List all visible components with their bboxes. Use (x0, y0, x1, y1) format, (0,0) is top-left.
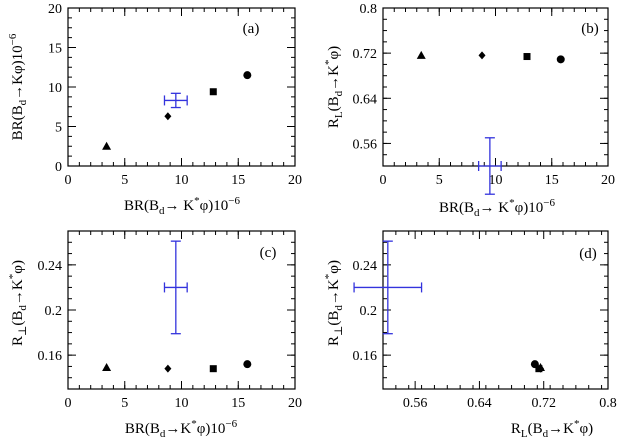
panel-c-ytick-label: 0.24 (38, 259, 63, 274)
panel-a-xtick-label: 0 (65, 173, 72, 188)
panel-d-xtick-label: 0.56 (403, 396, 428, 411)
panel-b-xtick-label: 5 (436, 173, 443, 188)
panel-a-xtick-label: 15 (231, 173, 245, 188)
panel-d-frame (382, 230, 609, 390)
panel-a-point-square (209, 88, 217, 96)
panel-a: (a) BR(Bd→ K*φ)10−6 BR(Bd→Kφ)10−6 0 5 10 15… (7, 2, 302, 217)
panel-b-tag: (b) (581, 21, 599, 37)
panel-c-point-triangle (102, 363, 112, 372)
panel-b-ytick-label: 0.72 (353, 47, 378, 62)
panel-b-point-circle (556, 55, 565, 64)
panel-a-frame (67, 7, 296, 167)
panel-b-ytick-label: 0.56 (353, 137, 378, 152)
panel-a-point-diamond (164, 112, 172, 121)
panel-a-point-circle (243, 71, 252, 80)
panel-c-xtick-label: 5 (121, 396, 128, 411)
panel-b-point-diamond (478, 51, 486, 60)
panel-a-ytick-label: 0 (55, 160, 62, 175)
panel-d-point-circle (530, 360, 539, 369)
panel-d-xtick-label: 0.8 (599, 396, 617, 411)
panel-a-ytick-label: 5 (55, 121, 62, 136)
panel-c-point-square (209, 365, 217, 373)
panel-a-measurement-errorbar (163, 92, 188, 109)
panel-c-xlabel: BR(Bd→K*φ)10−6 (125, 418, 238, 440)
panel-b-xtick-label: 20 (601, 173, 615, 188)
panel-b-ytick-label: 0.8 (360, 2, 378, 17)
panel-d-measurement-errorbar (353, 240, 423, 335)
panel-d-ytick-label: 0.2 (360, 304, 378, 319)
panel-a-ytick-label: 15 (48, 42, 62, 57)
panel-b-point-triangle (416, 50, 426, 59)
panel-d-ytick-label: 0.16 (353, 349, 378, 364)
panel-c-point-circle (243, 360, 252, 369)
panel-a-ylabel: BR(Bd→Kφ)10−6 (7, 33, 29, 140)
panel-d: (d) RL(Bd→K*φ) R⊥(Bd→K*φ) 0.56 0.64 0.72 0.… (323, 230, 617, 440)
panel-a-xtick-label: 5 (121, 173, 128, 188)
panel-d-point-square (535, 365, 543, 373)
panel-a-xtick-label: 20 (288, 173, 302, 188)
panel-d-xtick-label: 0.64 (467, 396, 492, 411)
panel-c: (c) BR(Bd→K*φ)10−6 R⊥(Bd→K*φ) 0 5 10 15 20 0.… (7, 230, 302, 440)
panel-c-xtick-label: 0 (65, 396, 72, 411)
panel-c-ylabel: R⊥(Bd→K*φ) (7, 260, 29, 346)
panel-b-xtick-label: 15 (545, 173, 559, 188)
panel-c-xtick-label: 15 (231, 396, 245, 411)
panel-c-tag: (c) (260, 245, 277, 261)
panel-b-frame (382, 7, 609, 167)
panel-a-tag: (a) (243, 21, 260, 37)
panel-b-measurement-errorbar (477, 137, 502, 195)
panel-c-xtick-label: 10 (175, 396, 189, 411)
panel-c-xtick-label: 20 (288, 396, 302, 411)
panel-c-point-diamond (164, 364, 172, 373)
panel-d-xlabel: RL(Bd→K*φ) (511, 418, 593, 440)
panel-b-xtick-label: 0 (380, 173, 387, 188)
panel-b-xlabel: BR(Bd→ K*φ)10−6 (439, 197, 555, 219)
panel-c-ytick-label: 0.16 (38, 349, 63, 364)
panel-c-ytick-label: 0.2 (45, 304, 63, 319)
panel-a-xlabel: BR(Bd→ K*φ)10−6 (124, 195, 240, 217)
panel-c-measurement-errorbar (163, 240, 188, 335)
panel-b-ylabel: RL(Bd→K*φ) (323, 46, 345, 128)
panel-a-ytick-label: 20 (48, 2, 62, 17)
panel-a-xtick-label: 10 (175, 173, 189, 188)
panel-b-point-square (523, 53, 531, 61)
panel-a-point-triangle (102, 141, 112, 150)
panel-d-tag: (d) (579, 246, 597, 262)
panel-d-xtick-label: 0.72 (531, 396, 556, 411)
panel-d-ylabel: R⊥(Bd→K*φ) (323, 260, 345, 346)
panel-b-xtick-label: 10 (489, 173, 503, 188)
panel-b: (b) BR(Bd→ K*φ)10−6 RL(Bd→K*φ) 0 5 10 15 20 0… (323, 2, 615, 219)
panel-d-ytick-label: 0.24 (353, 259, 378, 274)
panel-a-ytick-label: 10 (48, 81, 62, 96)
panel-b-ytick-label: 0.64 (353, 92, 378, 107)
